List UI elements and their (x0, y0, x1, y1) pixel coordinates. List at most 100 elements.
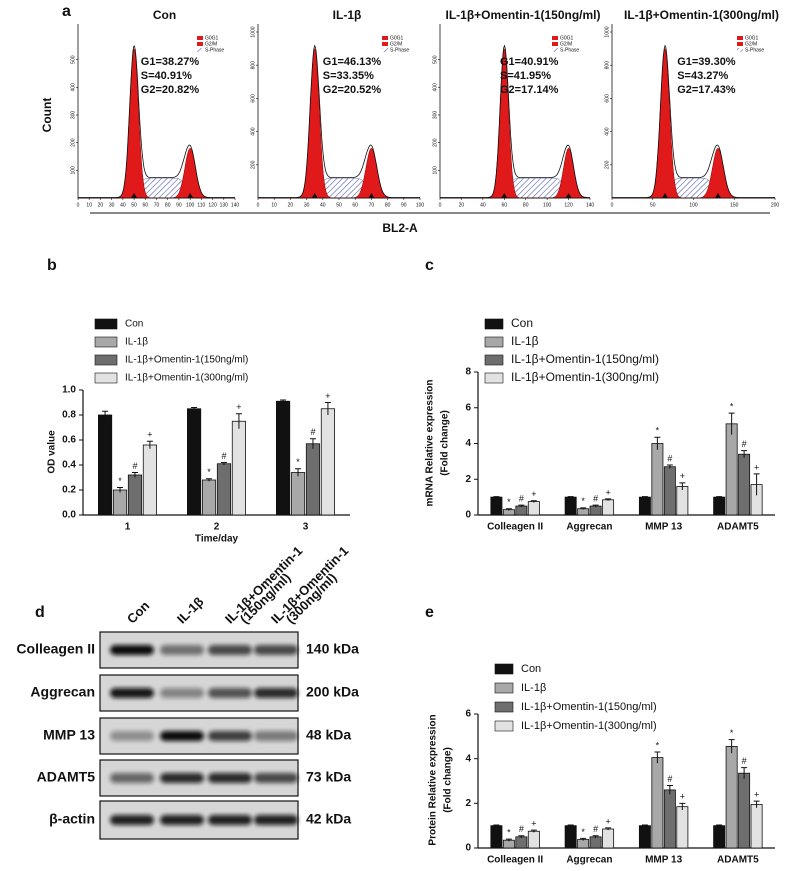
error-bar (493, 824, 500, 827)
y-tick-label: 800 (604, 61, 610, 70)
significance-mark: * (656, 426, 660, 436)
bar (725, 423, 738, 516)
x-tick-label: 140 (231, 202, 240, 208)
x-tick-label: ADAMT5 (717, 855, 759, 866)
significance-mark: + (680, 471, 685, 481)
significance-mark: # (519, 494, 524, 504)
error-bar (679, 802, 686, 811)
significance-mark: + (754, 789, 759, 799)
significance-mark: + (754, 462, 759, 472)
y-tick-label: 0.4 (62, 460, 76, 471)
legend-label: IL-1β (521, 682, 546, 694)
y-tick-label: 200 (432, 138, 438, 147)
y-tick-label: 0 (465, 510, 471, 521)
blot-band (208, 688, 252, 698)
blot-band (110, 688, 154, 698)
y-tick-label: 400 (70, 83, 76, 92)
y-tick-label: 400 (432, 83, 438, 92)
peak-marker (311, 193, 318, 198)
y-tick-label: 8 (465, 367, 471, 378)
lane-label: Con (124, 598, 153, 627)
bar (589, 836, 602, 849)
legend-label: IL-1β (511, 334, 539, 348)
error-bar (191, 407, 198, 410)
legend-swatch (382, 42, 388, 46)
significance-mark: * (656, 740, 660, 750)
x-tick-label: 130 (220, 202, 229, 208)
legend-label: S-Phase (745, 47, 764, 53)
x-tick-label: 50 (650, 202, 656, 208)
legend-label: G2/M (560, 41, 572, 47)
legend-swatch (94, 372, 118, 384)
legend-swatch (552, 48, 558, 52)
x-tick-label: 120 (208, 202, 217, 208)
y-tick-label: 2 (465, 798, 471, 809)
error-bar (580, 507, 587, 510)
blot-band (254, 645, 298, 655)
plot-title: IL-1β+Omentin-1(150ng/ml) (445, 8, 600, 22)
blot-band (208, 645, 252, 655)
error-bar (146, 440, 153, 449)
legend-label: IL-1β+Omentin-1(300ng/ml) (125, 373, 248, 384)
bar (490, 825, 503, 849)
error-bar (295, 468, 302, 477)
significance-mark: + (605, 487, 610, 497)
x-tick-label: 90 (401, 202, 407, 208)
panel-label: b (47, 257, 57, 274)
bar (602, 828, 615, 849)
bar (490, 496, 503, 516)
x-tick-label: 40 (320, 202, 326, 208)
error-bar (728, 412, 735, 435)
y-tick-label: 6 (465, 402, 471, 413)
significance-mark: * (507, 497, 511, 507)
bar (638, 825, 651, 849)
peak-marker (501, 193, 508, 198)
error-bar (716, 824, 723, 827)
y-tick-label: 0.6 (62, 435, 76, 446)
histogram-outline (440, 44, 590, 198)
legend-swatch (494, 701, 514, 713)
x-tick-label: 3 (303, 522, 309, 533)
x-axis-label: Time/day (195, 534, 239, 545)
x-tick-label: 100 (186, 202, 195, 208)
legend-swatch (484, 372, 504, 384)
blot-band (110, 645, 154, 655)
bar (676, 485, 689, 516)
significance-mark: # (667, 774, 672, 784)
bar (663, 789, 676, 849)
plot-title: IL-1β (333, 8, 362, 22)
y-tick-label: 1000 (250, 26, 256, 37)
error-bar (505, 508, 512, 511)
error-bar (324, 402, 331, 415)
error-bar (580, 837, 587, 841)
y-tick-label: 0.2 (62, 485, 76, 496)
cell-cycle-stat: G2=17.14% (500, 84, 559, 96)
legend-label: G0G1 (560, 35, 574, 41)
blot-band (110, 773, 154, 783)
bar (713, 825, 726, 849)
x-tick-label: 120 (564, 202, 573, 208)
s-phase-area (78, 177, 235, 199)
bar (577, 839, 590, 849)
y-tick-label: 1000 (604, 26, 610, 37)
x-tick-label: 50 (336, 202, 342, 208)
error-bar (309, 438, 316, 449)
legend-label: IL-1β+Omentin-1(300ng/ml) (521, 720, 657, 732)
bar (651, 757, 664, 849)
x-tick-label: MMP 13 (645, 855, 682, 866)
bar (127, 474, 143, 516)
x-tick-label: 20 (288, 202, 294, 208)
legend-label: IL-1β+Omentin-1(150ng/ml) (125, 355, 248, 366)
significance-mark: * (581, 827, 585, 837)
blot-band (160, 645, 204, 655)
error-bar (641, 496, 648, 498)
error-bar (753, 473, 760, 496)
cell-cycle-stat: G2=20.82% (141, 84, 200, 96)
legend-label: IL-1β+Omentin-1(150ng/ml) (521, 701, 657, 713)
significance-mark: * (581, 496, 585, 506)
x-tick-label: Aggrecan (566, 522, 612, 533)
legend-swatch (552, 36, 558, 40)
size-label: 42 kDa (306, 811, 351, 827)
histogram-outline (78, 45, 235, 198)
